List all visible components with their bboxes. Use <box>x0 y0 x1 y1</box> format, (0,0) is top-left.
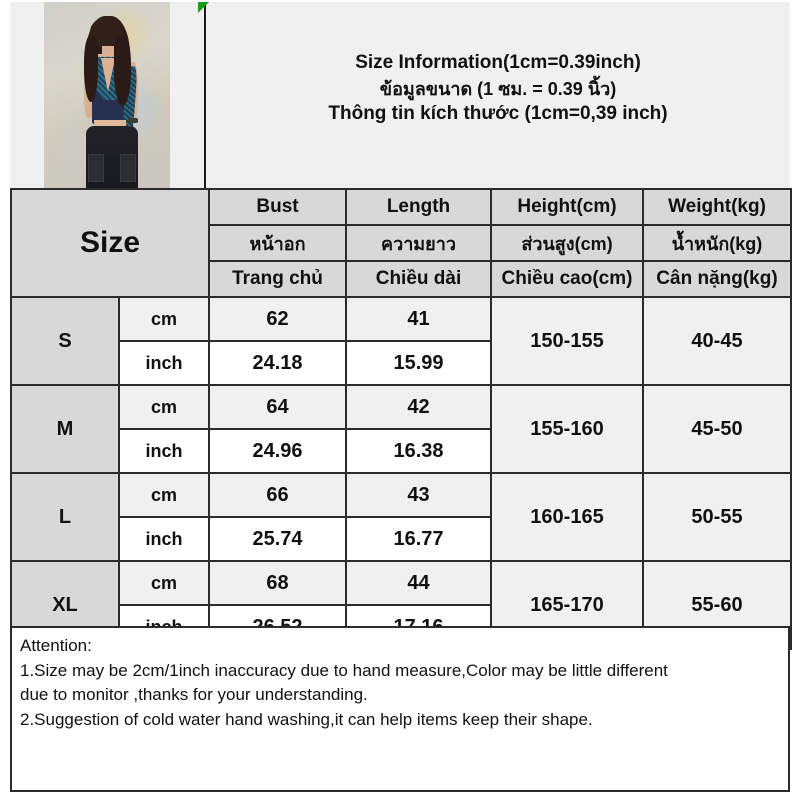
header-length-th: ความยาว <box>345 224 492 262</box>
attention-box: Attention: 1.Size may be 2cm/1inch inacc… <box>10 626 790 792</box>
header-bust-en: Bust <box>208 188 347 226</box>
length-cm-l: 43 <box>345 472 492 518</box>
length-cm-s: 41 <box>345 296 492 342</box>
header-bust-vi: Trang chủ <box>208 260 347 298</box>
header-weight-th: น้ำหนัก(kg) <box>642 224 792 262</box>
bust-cm-xl: 68 <box>208 560 347 606</box>
title-english: Size Information(1cm=0.39inch) <box>355 52 641 74</box>
table-row: inch 25.74 16.77 <box>11 516 791 562</box>
model-hair-strand-right <box>114 36 131 106</box>
table-row: S cm 62 41 150-155 40-45 <box>10 296 792 386</box>
green-corner-triangle-icon <box>198 2 209 13</box>
height-s: 150-155 <box>490 296 644 386</box>
header-height-en: Height(cm) <box>490 188 644 226</box>
size-label-s: S <box>10 296 120 386</box>
table-row: L cm 66 43 160-165 50-55 <box>10 472 792 562</box>
height-l: 160-165 <box>490 472 644 562</box>
title-vietnamese: Thông tin kích thước (1cm=0,39 inch) <box>328 103 668 125</box>
length-cm-xl: 44 <box>345 560 492 606</box>
model-waist <box>94 120 126 130</box>
model-hair-strand-left <box>84 36 98 102</box>
product-photo <box>44 2 170 188</box>
table-row: M cm 64 42 155-160 45-50 <box>10 384 792 474</box>
table-header-row-vietnamese: Trang chủ Chiều dài Chiều cao(cm) Cân nặ… <box>11 260 792 298</box>
unit-cm: cm <box>118 560 210 606</box>
unit-inch: inch <box>118 428 210 474</box>
bust-inch-l: 25.74 <box>208 516 347 562</box>
size-table: Size Bust Length Height(cm) Weight(kg) ห… <box>10 188 792 650</box>
weight-l: 50-55 <box>642 472 792 562</box>
title-thai: ข้อมูลขนาด (1 ซม. = 0.39 นิ้ว) <box>379 78 617 99</box>
bust-cm-s: 62 <box>208 296 347 342</box>
model-bracelet <box>128 118 138 123</box>
attention-line-1: 1.Size may be 2cm/1inch inaccuracy due t… <box>20 660 668 680</box>
height-m: 155-160 <box>490 384 644 474</box>
table-row: inch 24.18 15.99 <box>11 340 791 386</box>
cargo-pocket-left <box>88 154 104 182</box>
header-band: Size Information(1cm=0.39inch) ข้อมูลขนา… <box>10 2 790 188</box>
unit-inch: inch <box>118 340 210 386</box>
table-row: XL cm 68 44 165-170 55-60 <box>10 560 792 650</box>
attention-heading: Attention: <box>20 636 92 655</box>
unit-cm: cm <box>118 384 210 430</box>
header-length-vi: Chiều dài <box>345 260 492 298</box>
bust-cm-l: 66 <box>208 472 347 518</box>
bust-inch-m: 24.96 <box>208 428 347 474</box>
weight-s: 40-45 <box>642 296 792 386</box>
length-inch-l: 16.77 <box>345 516 492 562</box>
length-cm-m: 42 <box>345 384 492 430</box>
header-height-th: ส่วนสูง(cm) <box>490 224 644 262</box>
header-bust-th: หน้าอก <box>208 224 347 262</box>
table-header-row-thai: หน้าอก ความยาว ส่วนสูง(cm) น้ำหนัก(kg) <box>11 224 792 262</box>
header-height-vi: Chiều cao(cm) <box>490 260 644 298</box>
attention-line-3: 2.Suggestion of cold water hand washing,… <box>20 709 593 729</box>
weight-m: 45-50 <box>642 384 792 474</box>
unit-cm: cm <box>118 472 210 518</box>
table-row: inch 24.96 16.38 <box>11 428 791 474</box>
size-label-m: M <box>10 384 120 474</box>
header-weight-en: Weight(kg) <box>642 188 792 226</box>
bust-cm-m: 64 <box>208 384 347 430</box>
product-photo-cell <box>10 2 206 188</box>
unit-cm: cm <box>118 296 210 342</box>
size-column-header: Size <box>10 188 210 298</box>
size-label-l: L <box>10 472 120 562</box>
unit-inch: inch <box>118 516 210 562</box>
cargo-pocket-right <box>120 154 136 182</box>
bust-inch-s: 24.18 <box>208 340 347 386</box>
length-inch-s: 15.99 <box>345 340 492 386</box>
attention-line-2: due to monitor ,thanks for your understa… <box>20 685 368 705</box>
length-inch-m: 16.38 <box>345 428 492 474</box>
table-header-row-english: Size Bust Length Height(cm) Weight(kg) <box>10 188 792 298</box>
header-weight-vi: Cân nặng(kg) <box>642 260 792 298</box>
title-cell: Size Information(1cm=0.39inch) ข้อมูลขนา… <box>206 2 790 188</box>
header-length-en: Length <box>345 188 492 226</box>
